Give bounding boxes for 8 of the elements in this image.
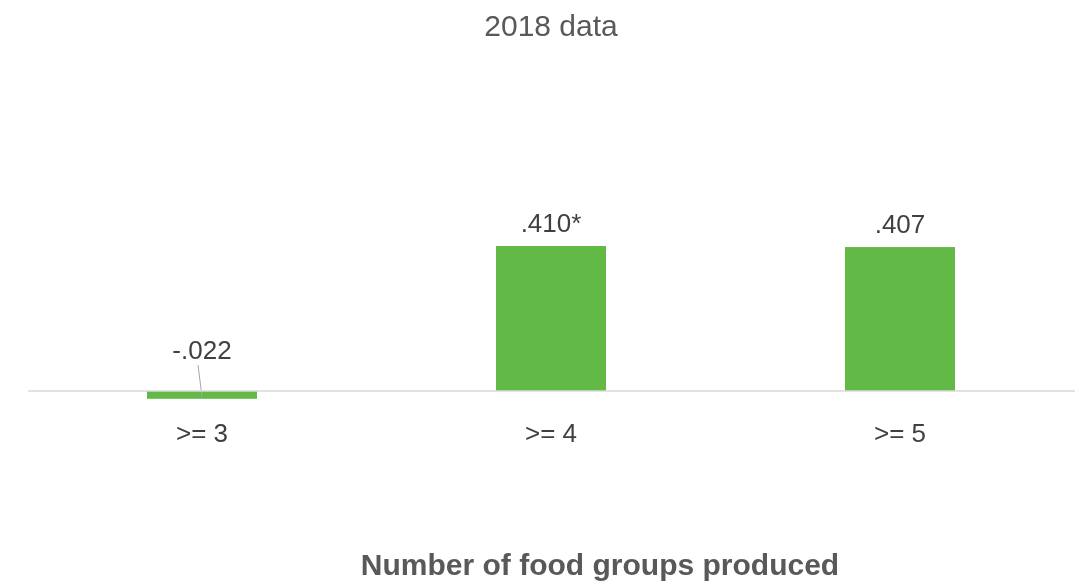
x-axis-title: Number of food groups produced xyxy=(360,548,840,581)
chart-title: 2018 data xyxy=(484,9,619,42)
x-tick-label: >= 3 xyxy=(175,418,229,448)
x-tick-label: >= 4 xyxy=(524,418,578,448)
x-tick-label: >= 5 xyxy=(873,418,927,448)
data-label: .410* xyxy=(520,208,582,238)
data-label: .407 xyxy=(874,209,926,240)
data-label: -.022 xyxy=(172,335,232,365)
